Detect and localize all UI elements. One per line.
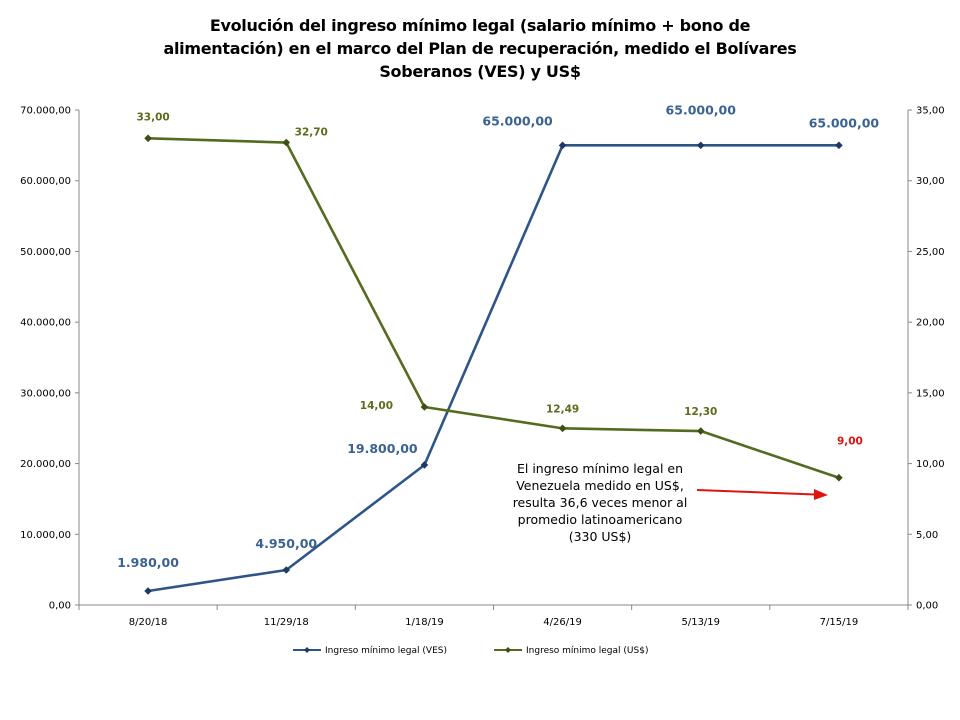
x-tick-label: 11/29/18 — [264, 617, 309, 628]
x-tick-label: 5/13/19 — [681, 617, 720, 628]
legend: Ingreso mínimo legal (VES) Ingreso mínimo… — [293, 646, 648, 656]
data-point-usd — [835, 473, 843, 482]
data-label-ves: 65.000,00 — [666, 102, 737, 117]
data-point-usd — [696, 427, 705, 435]
left-tick-label: 60.000,00 — [20, 176, 71, 187]
left-tick-label: 30.000,00 — [20, 388, 71, 399]
data-point-ves — [696, 141, 705, 150]
legend-marker — [505, 647, 511, 653]
data-point-ves — [144, 587, 152, 595]
data-label-ves: 4.950,00 — [255, 536, 317, 551]
data-point-usd — [144, 134, 152, 143]
left-tick-label: 70.000,00 — [20, 106, 71, 117]
x-tick-label: 7/15/19 — [820, 617, 859, 628]
data-point-usd — [420, 403, 429, 411]
series-line-ves — [147, 144, 839, 593]
data-label-ves: 1.980,00 — [117, 555, 179, 570]
right-tick-label: 25,00 — [916, 247, 945, 258]
x-tick-label: 8/20/18 — [129, 617, 168, 628]
data-label-ves: 19.800,00 — [347, 441, 418, 456]
x-axis: 8/20/18 11/29/18 1/18/19 4/26/19 5/13/19 7/15… — [78, 605, 909, 628]
left-tick-label: 50.000,00 — [20, 247, 71, 258]
series-line-usd — [148, 136, 840, 479]
left-tick-label: 20.000,00 — [20, 459, 71, 470]
arrow-shaft — [696, 489, 816, 496]
data-point-ves — [558, 141, 567, 150]
data-label-ves: 65.000,00 — [482, 113, 553, 128]
legend-label: Ingreso mínimo legal (US$) — [526, 646, 648, 656]
right-axis: 0,00 5,00 10,00 15,00 20,00 25,00 30,00 35,00 — [908, 106, 945, 612]
data-point-usd — [558, 424, 567, 433]
right-tick-label: 20,00 — [916, 318, 945, 329]
right-tick-label: 5,00 — [916, 530, 938, 541]
data-labels: 1.980,00 4.950,00 19.800,00 65.000,00 65.000… — [117, 102, 879, 570]
annotation-line: resulta 36,6 veces menor al — [512, 495, 688, 510]
data-label-ves: 65.000,00 — [809, 115, 880, 130]
chart-title: Evolución del ingreso mínimo legal (sala… — [163, 16, 797, 81]
right-tick-label: 35,00 — [916, 106, 945, 117]
annotation-line: promedio latinoamericano — [517, 512, 683, 527]
x-tick-label: 4/26/19 — [543, 617, 582, 628]
data-point-ves — [835, 141, 843, 150]
data-label-usd: 9,00 — [837, 436, 863, 448]
data-label-usd: 33,00 — [136, 111, 169, 123]
right-tick-label: 15,00 — [916, 388, 945, 399]
left-tick-label: 10.000,00 — [20, 530, 71, 541]
data-label-usd: 12,49 — [546, 403, 579, 415]
annotation-arrow — [696, 489, 828, 500]
legend-label: Ingreso mínimo legal (VES) — [325, 646, 447, 656]
data-point-ves — [282, 566, 291, 574]
data-label-usd: 12,30 — [684, 406, 717, 418]
right-tick-label: 0,00 — [916, 601, 938, 612]
arrow-head — [814, 489, 828, 500]
data-point-ves — [420, 461, 429, 469]
legend-marker — [304, 647, 310, 653]
series-layer — [144, 134, 843, 595]
left-axis: 0,00 10.000,00 20.000,00 30.000,00 40.000,00… — [20, 106, 79, 612]
x-tick-label: 1/18/19 — [405, 617, 444, 628]
plot-frame — [78, 110, 909, 606]
data-label-usd: 32,70 — [295, 127, 328, 139]
annotation-line: Venezuela medido en US$, — [516, 478, 684, 493]
annotation-text: El ingreso mínimo legal en Venezuela med… — [500, 460, 700, 545]
data-point-usd — [282, 138, 291, 147]
data-label-usd: 14,00 — [360, 400, 393, 412]
right-tick-label: 30,00 — [916, 176, 945, 187]
left-tick-label: 0,00 — [49, 601, 71, 612]
annotation-line: (330 US$) — [568, 529, 632, 544]
annotation-line: El ingreso mínimo legal en — [516, 461, 684, 476]
left-tick-label: 40.000,00 — [20, 318, 71, 329]
right-tick-label: 10,00 — [916, 459, 945, 470]
